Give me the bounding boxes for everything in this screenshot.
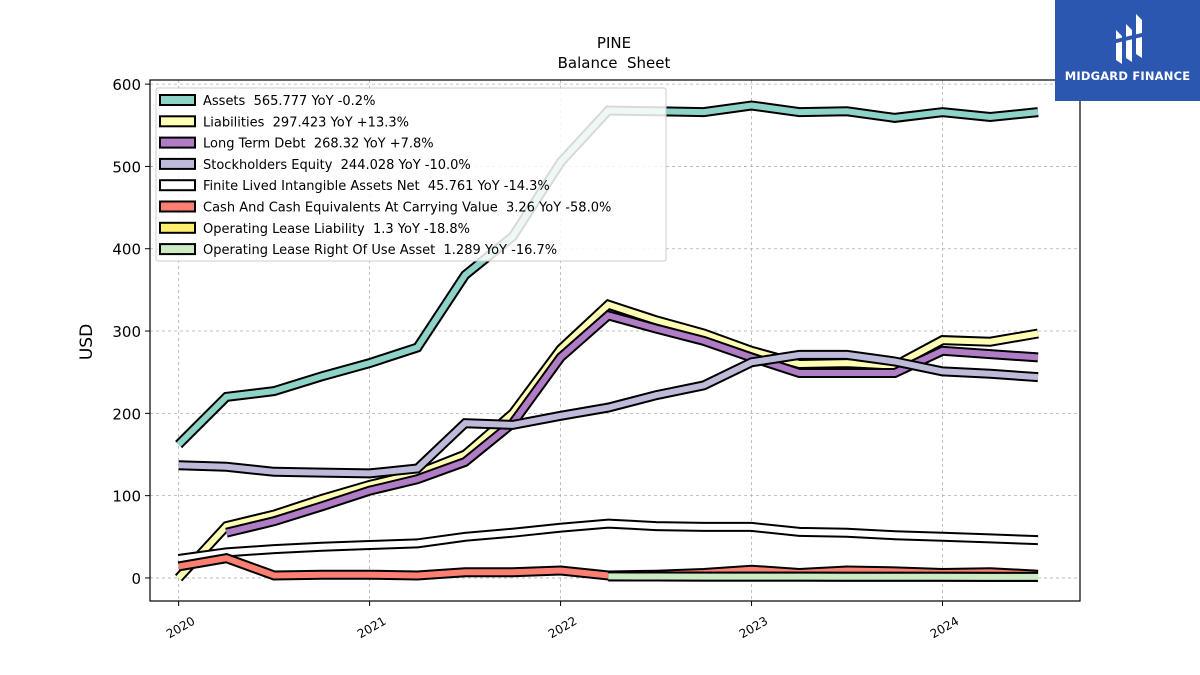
legend-label: Operating Lease Liability 1.3 YoY -18.8% — [203, 222, 470, 237]
chart-title: PINE — [597, 34, 631, 52]
legend-label: Long Term Debt 268.32 YoY +7.8% — [203, 137, 434, 152]
legend-label: Stockholders Equity 244.028 YoY -10.0% — [203, 158, 471, 173]
brand-name: MIDGARD FINANCE — [1064, 69, 1191, 83]
y-tick-label: 500 — [112, 158, 141, 176]
series-outline — [177, 518, 1039, 564]
series-stroke — [178, 351, 1039, 477]
y-tick-label: 0 — [131, 570, 141, 588]
plot-frame — [149, 79, 1081, 602]
chart-subtitle: Balance Sheet — [558, 54, 671, 72]
brand-mark-icon — [1111, 14, 1146, 64]
legend-swatch — [159, 94, 196, 106]
series-stroke — [225, 312, 1039, 536]
x-tick-label: 2020 — [164, 614, 197, 641]
y-tick-label: 300 — [112, 323, 141, 341]
y-tick-label: 400 — [112, 241, 141, 259]
series-line-2 — [225, 309, 1039, 538]
legend-swatch — [159, 157, 196, 170]
legend-label: Liabilities 297.423 YoY +13.3% — [203, 115, 409, 130]
series-stroke — [608, 573, 1038, 580]
y-axis-label: USD — [77, 324, 97, 360]
x-tick-label: 2024 — [928, 614, 961, 641]
series-line-4 — [177, 518, 1039, 564]
series-line-5 — [177, 553, 1039, 581]
y-tick-label: 200 — [112, 405, 141, 423]
series-stroke — [178, 555, 1039, 579]
y-tick-label: 100 — [112, 488, 141, 506]
legend-swatch — [159, 179, 196, 192]
legend-swatch — [159, 115, 196, 128]
x-tick-label: 2021 — [355, 614, 388, 641]
legend-box — [155, 87, 667, 262]
legend-swatch — [159, 243, 196, 256]
legend-swatch — [159, 200, 196, 213]
series-outline — [178, 349, 1039, 479]
x-tick-label: 2022 — [546, 614, 579, 641]
x-tick-label: 2023 — [737, 614, 770, 641]
legend-label: Finite Lived Intangible Assets Net 45.76… — [203, 179, 550, 194]
legend-swatch — [159, 136, 196, 149]
legend: Assets 565.777 YoY -0.2% Liabilities 297.… — [155, 87, 667, 262]
legend-swatch — [159, 221, 196, 234]
y-tick-label: 600 — [112, 76, 141, 94]
series-stroke — [178, 520, 1039, 562]
grid — [150, 80, 1080, 601]
brand-logo: MIDGARD FINANCE — [1055, 0, 1200, 101]
legend-label: Assets 565.777 YoY -0.2% — [203, 94, 375, 109]
series-line-3 — [178, 349, 1039, 479]
legend-label: Operating Lease Right Of Use Asset 1.289… — [203, 243, 557, 258]
legend-label: Cash And Cash Equivalents At Carrying Va… — [203, 201, 611, 216]
series-line-7 — [608, 571, 1038, 582]
